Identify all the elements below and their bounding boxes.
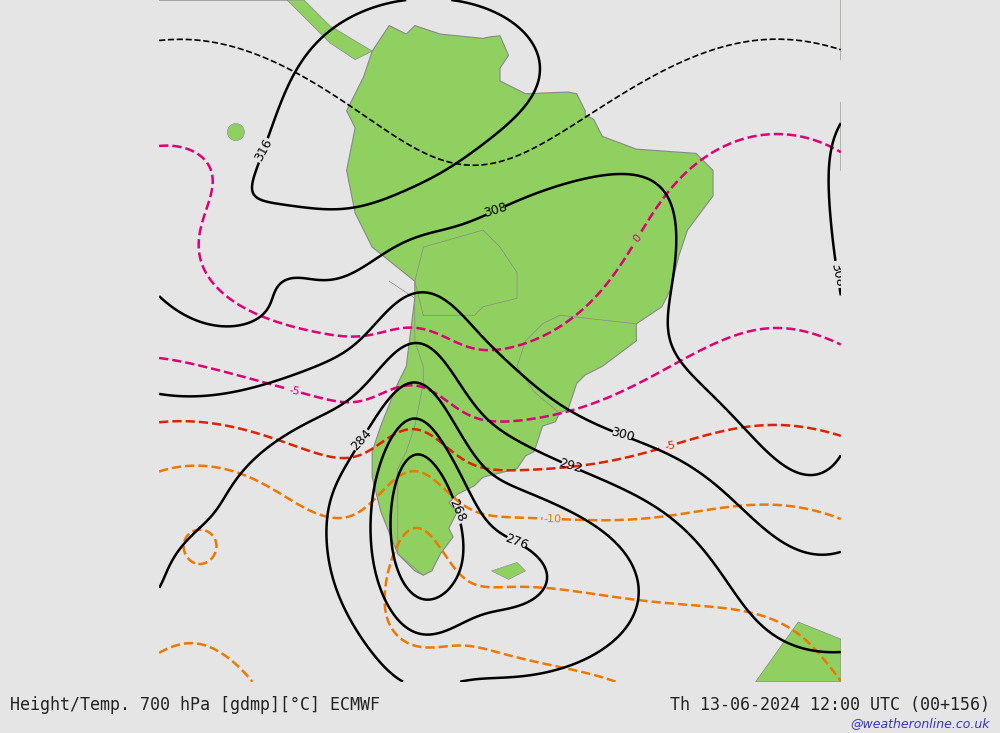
Text: -5: -5 xyxy=(288,385,300,397)
Circle shape xyxy=(227,124,244,141)
Text: 0: 0 xyxy=(631,232,644,244)
Polygon shape xyxy=(841,0,1000,298)
Text: Height/Temp. 700 hPa [gdmp][°C] ECMWF: Height/Temp. 700 hPa [gdmp][°C] ECMWF xyxy=(10,696,380,714)
Polygon shape xyxy=(347,26,713,575)
Text: 316: 316 xyxy=(252,137,275,164)
Text: 268: 268 xyxy=(447,497,468,524)
Polygon shape xyxy=(756,622,841,682)
Text: 300: 300 xyxy=(609,426,635,444)
Polygon shape xyxy=(491,562,526,580)
Text: 276: 276 xyxy=(503,531,530,552)
Text: -5: -5 xyxy=(664,440,676,452)
Text: @weatheronline.co.uk: @weatheronline.co.uk xyxy=(850,718,990,730)
Text: 284: 284 xyxy=(349,427,374,453)
Text: Th 13-06-2024 12:00 UTC (00+156): Th 13-06-2024 12:00 UTC (00+156) xyxy=(670,696,990,714)
Text: 292: 292 xyxy=(558,457,584,476)
Text: 308: 308 xyxy=(828,262,846,287)
Text: -10: -10 xyxy=(543,514,561,524)
Text: 308: 308 xyxy=(482,201,509,220)
Polygon shape xyxy=(159,0,372,59)
